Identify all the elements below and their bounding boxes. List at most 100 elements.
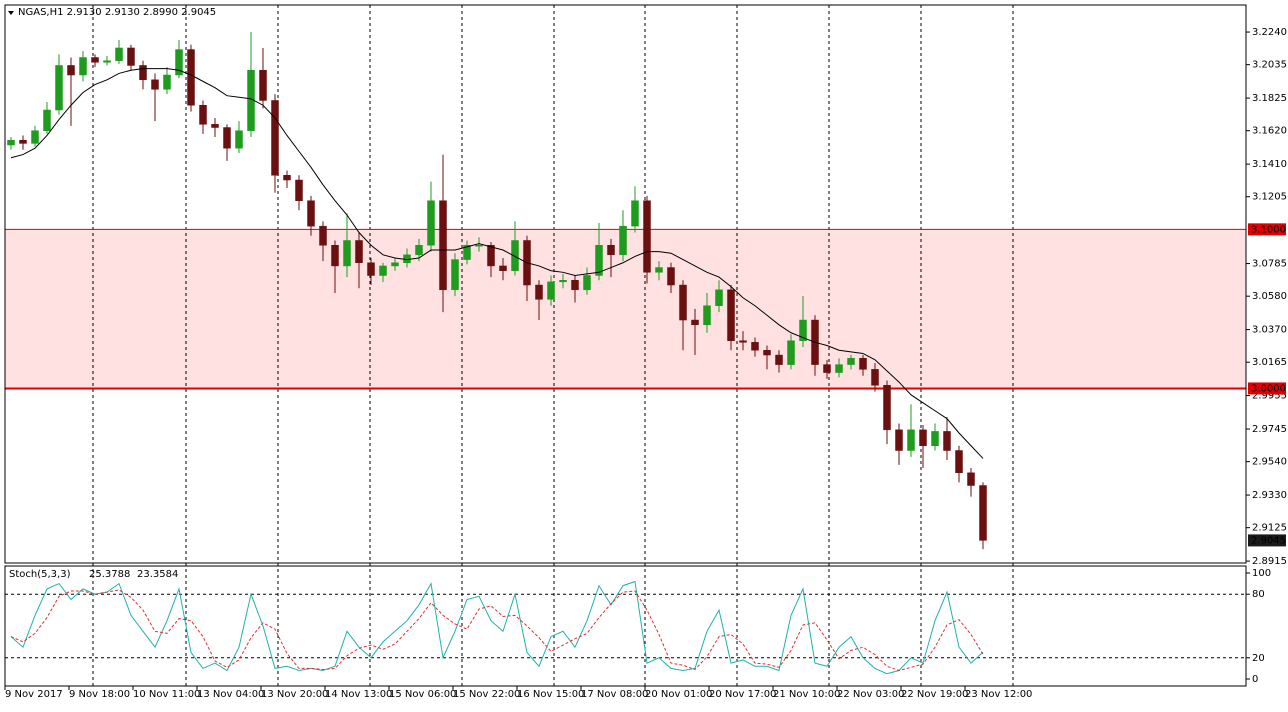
y-tick-label: 0 [1252, 674, 1258, 685]
candle-body [919, 429, 927, 446]
candle-body [115, 47, 123, 61]
level-tag [1248, 382, 1286, 395]
candle-body [127, 47, 135, 66]
y-tick-label: 3.0370 [1252, 325, 1287, 336]
candle-body [559, 280, 567, 283]
candle-body [355, 240, 363, 264]
candle-body [103, 60, 111, 63]
background-layer [5, 229, 1246, 389]
candle-body [823, 364, 831, 373]
candle-body [619, 225, 627, 256]
candle-body [799, 319, 807, 341]
candle-body [643, 200, 651, 273]
level-tag [1248, 223, 1286, 236]
candle-body [967, 472, 975, 486]
candle-body [283, 174, 291, 181]
x-tick-label: 14 Nov 13:00 [325, 689, 392, 700]
candle-body [319, 225, 327, 246]
menu-arrow[interactable] [8, 11, 14, 15]
candle-body [199, 104, 207, 125]
candle-body [631, 200, 639, 227]
y-tick-label: 3.2240 [1252, 27, 1287, 38]
candle-body [931, 431, 939, 446]
x-tick-label: 20 Nov 01:00 [645, 689, 712, 700]
candle-body [211, 124, 219, 128]
candle-body [715, 289, 723, 306]
candle-body [151, 79, 159, 90]
y-tick-label: 2.9540 [1252, 457, 1287, 468]
candle-body [763, 350, 771, 356]
y-tick-label: 80 [1252, 589, 1265, 600]
candle-body [295, 179, 303, 201]
candle-body [91, 57, 99, 63]
candle-body [691, 319, 699, 326]
x-tick-label: 9 Nov 2017 [5, 689, 63, 700]
last-price-tag [1248, 534, 1286, 547]
candle-body [235, 130, 243, 149]
candle-body [883, 385, 891, 431]
x-tick-label: 21 Nov 10:00 [773, 689, 840, 700]
y-tick-label: 3.0785 [1252, 259, 1287, 270]
candle-body [367, 262, 375, 276]
candle-body [451, 259, 459, 291]
level-label: 3.0000 [1251, 383, 1286, 394]
candle-body [163, 74, 171, 90]
y-tick-label: 2.9745 [1252, 424, 1287, 435]
candle-body [307, 200, 315, 227]
candle-body [835, 364, 843, 373]
candle-body [847, 357, 855, 365]
candle-body [271, 100, 279, 176]
candle-body [535, 284, 543, 300]
stoch-panel-border [4, 565, 1247, 687]
candle-body [859, 357, 867, 370]
candle-body [391, 262, 399, 267]
candle-body [415, 245, 423, 256]
candle-body [679, 284, 687, 321]
candle-body [223, 127, 231, 149]
stoch-signal-value: 23.3584 [137, 569, 178, 580]
candle-body [943, 431, 951, 451]
candle-body [139, 65, 147, 81]
x-tick-label: 10 Nov 11:00 [133, 689, 200, 700]
candle-body [751, 342, 759, 351]
level-label: 3.1000 [1251, 224, 1286, 235]
candle-body [79, 57, 87, 76]
candle-body [343, 240, 351, 267]
x-tick-label: 23 Nov 12:00 [965, 689, 1032, 700]
candle-body [55, 65, 63, 111]
last-price-label: 2.9045 [1251, 535, 1286, 546]
zone [5, 229, 1246, 389]
candle-body [583, 275, 591, 291]
stoch-main-value: 25.3788 [89, 569, 130, 580]
candle-body [259, 69, 267, 101]
candle-body [655, 267, 663, 273]
price-panel-border [4, 4, 1247, 564]
candle-body [19, 139, 27, 144]
x-tick-label: 15 Nov 22:00 [453, 689, 520, 700]
y-tick-label: 3.1620 [1252, 126, 1287, 137]
y-tick-label: 3.1410 [1252, 159, 1287, 170]
candle-body [727, 289, 735, 341]
stoch-line [10, 580, 984, 675]
candle-body [43, 109, 51, 131]
x-tick-label: 9 Nov 18:00 [69, 689, 130, 700]
candle-body [31, 130, 39, 144]
main-layer: 3.2240 3.2035 3.1825 3.1620 3.1410 3.1205 3.07… [4, 27, 1287, 700]
candle-body [175, 49, 183, 76]
candle-body [775, 354, 783, 365]
candle-body [739, 340, 747, 343]
y-tick-label: 2.8915 [1252, 556, 1287, 567]
y-tick-label: 2.9330 [1252, 490, 1287, 501]
candle-body [871, 369, 879, 386]
candle-body [787, 340, 795, 365]
x-tick-label: 13 Nov 20:00 [261, 689, 328, 700]
stoch-line [10, 589, 984, 672]
x-tick-label: 13 Nov 04:00 [197, 689, 264, 700]
y-tick-label: 3.2035 [1252, 60, 1287, 71]
candle-body [595, 245, 603, 276]
y-tick-label: 20 [1252, 653, 1265, 664]
candle-body [475, 245, 483, 247]
y-tick-label: 2.9125 [1252, 523, 1287, 534]
candle-body [427, 200, 435, 246]
x-tick-label: 15 Nov 06:00 [389, 689, 456, 700]
